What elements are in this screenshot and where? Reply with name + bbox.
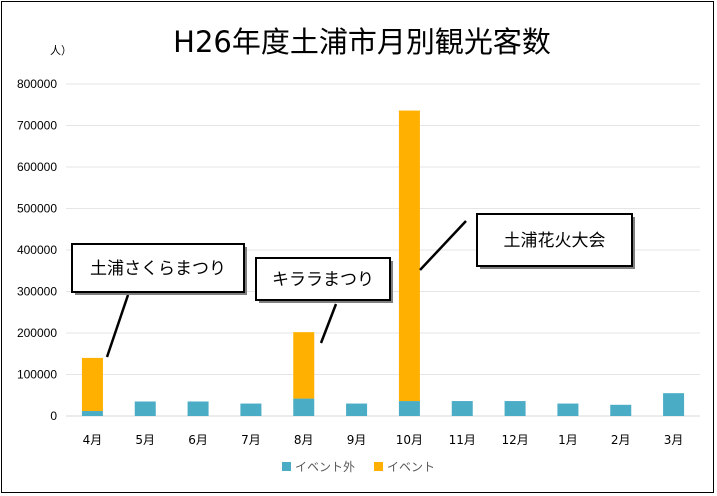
callout-box: [71, 243, 245, 293]
bar-non-event: [81, 411, 103, 416]
y-tick-label: 100000: [17, 368, 57, 382]
y-axis-ticks: 0 100000 200000 300000 400000 500000 600000 700…: [17, 77, 57, 423]
bar-non-event: [557, 403, 579, 416]
bar-non-event: [240, 403, 262, 416]
gridlines: [66, 83, 700, 417]
y-tick-label: 0: [50, 409, 57, 423]
callout-label: 土浦さくらまつり: [90, 259, 226, 279]
bar-event: [398, 110, 420, 402]
x-tick-label: 6月: [188, 433, 208, 447]
bar-event: [293, 332, 315, 399]
callout-leader-line: [105, 294, 130, 358]
y-tick-label: 500000: [17, 202, 57, 216]
bar-event: [81, 357, 103, 412]
x-tick-label: 4月: [83, 433, 103, 447]
bar-non-event: [293, 398, 315, 416]
x-tick-label: 11月: [449, 433, 476, 447]
y-tick-label: 300000: [17, 285, 57, 299]
x-tick-label: 7月: [241, 433, 261, 447]
callout-leader-line: [319, 303, 338, 344]
bar-non-event: [504, 401, 526, 416]
x-tick-label: 9月: [347, 433, 367, 447]
x-axis-ticks: 4月 5月 6月 7月 8月 9月 10月 11月 12月 1月 2月 3月: [83, 433, 684, 447]
callout-label: 土浦花火大会: [504, 231, 606, 251]
y-axis-unit-label: 人）: [50, 44, 72, 57]
bar-non-event: [346, 403, 368, 416]
y-tick-label: 600000: [17, 160, 57, 174]
x-tick-label: 2月: [611, 433, 631, 447]
x-tick-label: 1月: [558, 433, 578, 447]
x-tick-label: 12月: [501, 433, 528, 447]
legend-swatch: [282, 462, 291, 471]
legend-label: イベント: [387, 460, 435, 474]
y-tick-label: 800000: [17, 77, 57, 91]
x-tick-label: 8月: [294, 433, 314, 447]
callout-box: [476, 213, 633, 267]
callout-box: [255, 257, 391, 301]
bar-non-event: [451, 401, 473, 416]
x-tick-label: 10月: [396, 433, 423, 447]
legend-label: イベント外: [295, 460, 355, 474]
legend-swatch: [374, 462, 383, 471]
y-tick-label: 400000: [17, 243, 57, 257]
y-tick-label: 200000: [17, 326, 57, 340]
x-tick-label: 3月: [664, 433, 684, 447]
chart-title: H26年度土浦市月別観光客数: [173, 25, 551, 59]
callout-label: キララまつり: [272, 270, 374, 290]
bar-non-event: [663, 393, 685, 416]
legend: イベント外 イベント: [282, 460, 435, 474]
y-tick-label: 700000: [17, 119, 57, 133]
bar-non-event: [398, 401, 420, 416]
bars: [81, 110, 685, 416]
bar-non-event: [134, 401, 156, 416]
bar-non-event: [187, 401, 209, 416]
bar-non-event: [610, 404, 632, 416]
x-tick-label: 5月: [135, 433, 155, 447]
callout-leader-line: [419, 220, 467, 271]
